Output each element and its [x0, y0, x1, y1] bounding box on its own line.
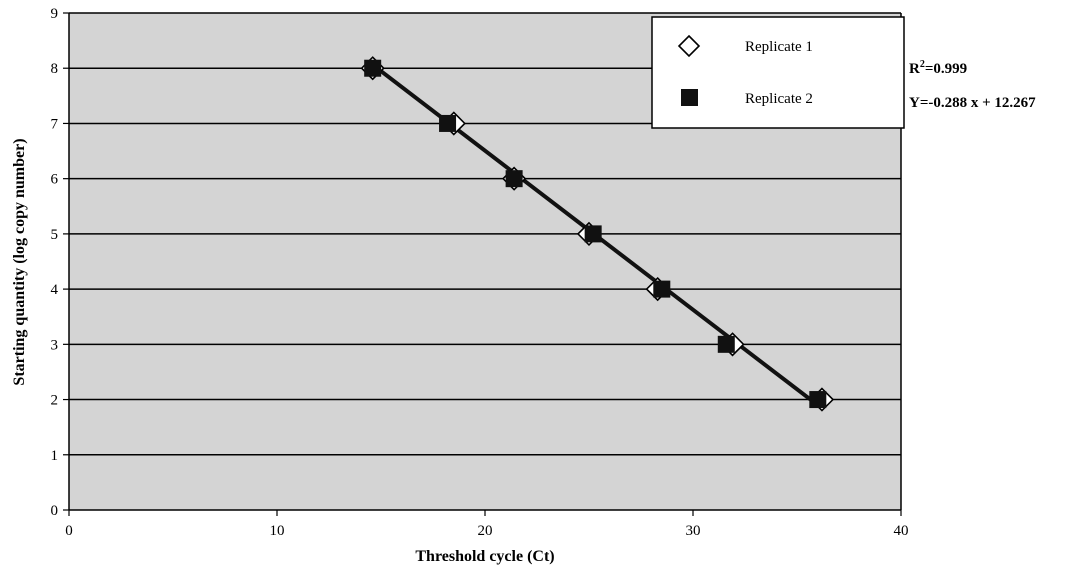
y-tick-label-5: 5: [51, 227, 59, 243]
series-replicate-2: [364, 59, 827, 409]
legend-marker-replicate-1: [677, 34, 701, 58]
x-tick-label-40: 40: [894, 523, 909, 539]
y-axis-title: Starting quantity (log copy number): [11, 138, 28, 385]
equation-annotation: Y=-0.288 x + 12.267: [909, 95, 1036, 111]
y-tick-label-9: 9: [51, 6, 59, 22]
x-tick-label-20: 20: [478, 523, 493, 539]
replicate-2-point: [505, 170, 523, 188]
replicate-2-point: [809, 391, 827, 409]
y-tick-label-7: 7: [51, 116, 59, 132]
r-squared-value: =0.999: [925, 61, 967, 77]
r-squared-annotation: R2=0.999: [909, 59, 967, 77]
y-tick-label-8: 8: [51, 61, 59, 77]
replicate-2-point: [653, 280, 671, 298]
x-tick-labels: 0 10 20 30 40: [65, 523, 908, 539]
x-tick-label-10: 10: [270, 523, 285, 539]
x-tick-label-0: 0: [65, 523, 73, 539]
y-tick-label-1: 1: [51, 448, 59, 464]
legend-label-replicate-1: Replicate 1: [745, 39, 813, 55]
x-tick-label-30: 30: [686, 523, 701, 539]
replicate-2-point: [717, 335, 735, 353]
y-tick-label-4: 4: [51, 282, 59, 298]
y-tick-label-0: 0: [51, 503, 59, 519]
legend-marker-replicate-2: [681, 89, 698, 106]
replicate-2-point: [584, 225, 602, 243]
x-axis-title: Threshold cycle (Ct): [415, 548, 554, 565]
y-tick-label-6: 6: [51, 172, 59, 188]
y-tick-labels: 0 1 2 3 4 5 6 7 8 9: [51, 6, 59, 519]
legend: Replicate 1 Replicate 2: [651, 16, 905, 129]
r-squared-superscript: 2: [920, 59, 925, 70]
replicate-2-point: [439, 114, 457, 132]
legend-box: [651, 16, 905, 129]
y-tick-label-2: 2: [51, 393, 59, 409]
legend-label-replicate-2: Replicate 2: [745, 91, 813, 107]
replicate-2-point: [364, 59, 382, 77]
r-squared-base: R: [909, 61, 920, 77]
y-tick-label-3: 3: [51, 337, 59, 353]
